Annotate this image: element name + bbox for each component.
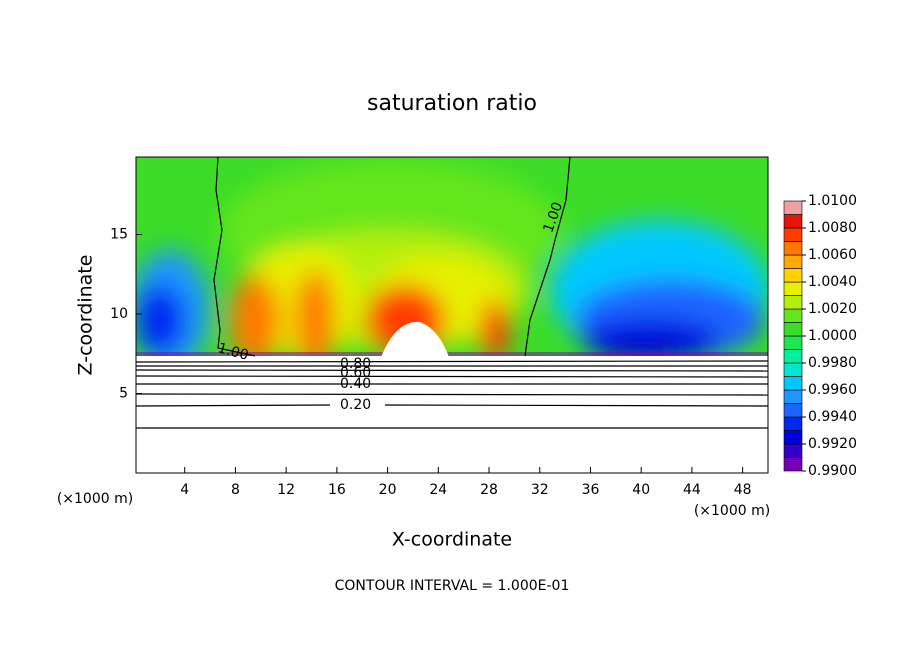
x-unit: (×1000 m): [694, 503, 770, 519]
colorbar-label: 1.0100: [808, 193, 857, 209]
colorbar-swatch: [783, 443, 803, 458]
contours: [135, 156, 769, 429]
colorbar-swatch: [783, 295, 803, 310]
field: [136, 157, 768, 359]
colorbar-label: 1.0080: [808, 220, 857, 236]
colorbar-label: 0.9940: [808, 409, 857, 425]
x-tick-label: 16: [328, 482, 346, 498]
colorbar-swatch: [783, 268, 803, 283]
colorbar-swatch: [783, 376, 803, 391]
x-unit: (×1000 m): [57, 491, 133, 507]
colorbar-label: 0.9980: [808, 355, 857, 371]
colorbar-swatch: [783, 200, 803, 215]
colorbar-swatch: [783, 308, 803, 323]
colorbar-swatch: [783, 403, 803, 418]
colorbar-swatch: [783, 335, 803, 350]
colorbar-label: 1.0040: [808, 274, 857, 290]
colorbar-label: 1.0020: [808, 301, 857, 317]
x-tick-label: 24: [429, 482, 447, 498]
contour-label: 0.20: [340, 397, 371, 413]
x-tick-label: 40: [632, 482, 650, 498]
contour-label: 1.00: [216, 340, 250, 364]
x-tick-label: 20: [379, 482, 397, 498]
x-tick-label: 28: [480, 482, 498, 498]
colorbar-swatch: [783, 416, 803, 431]
contour-label: 0.80: [340, 356, 371, 372]
y-tick-label: 5: [119, 386, 128, 402]
colorbar-swatch: [783, 241, 803, 256]
plot-frame: [135, 156, 769, 474]
contour-labels: 1.00 1.00 0.80 0.60 0.40 0.20: [216, 200, 566, 413]
x-tick-label: 32: [531, 482, 549, 498]
colorbar-swatch: [783, 227, 803, 242]
x-tick-label: 44: [683, 482, 701, 498]
colorbar-swatch: [783, 254, 803, 269]
colorbar-swatch: [783, 362, 803, 377]
y-tick-label: 15: [110, 227, 128, 243]
y-axis-label: Z-coordinate: [75, 255, 97, 376]
x-tick-label: 4: [180, 482, 189, 498]
colorbar-swatch: [783, 214, 803, 229]
colorbar-label: 1.0000: [808, 328, 857, 344]
colorbar-label: 1.0060: [808, 247, 857, 263]
y-tick-label: 10: [110, 306, 128, 322]
x-tick-label: 36: [582, 482, 600, 498]
colorbar-label: 0.9900: [808, 463, 857, 479]
colorbar-swatch: [783, 349, 803, 364]
x-tick-label: 12: [277, 482, 295, 498]
contour-label: 0.40: [340, 376, 371, 392]
colorbar-swatch: [783, 389, 803, 404]
chart-title: saturation ratio: [367, 91, 537, 116]
x-tick-label: 8: [231, 482, 240, 498]
colorbar-swatch: [783, 430, 803, 445]
colorbar-label: 0.9920: [808, 436, 857, 452]
colorbar-swatch: [783, 281, 803, 296]
colorbar-label: 0.9960: [808, 382, 857, 398]
x-tick-label: 48: [734, 482, 752, 498]
footer: CONTOUR INTERVAL = 1.000E-01: [335, 578, 570, 594]
x-axis-label: X-coordinate: [392, 529, 512, 551]
colorbar-swatch: [783, 322, 803, 337]
colorbar-swatch: [783, 457, 803, 472]
contour-label: 0.60: [340, 365, 371, 381]
